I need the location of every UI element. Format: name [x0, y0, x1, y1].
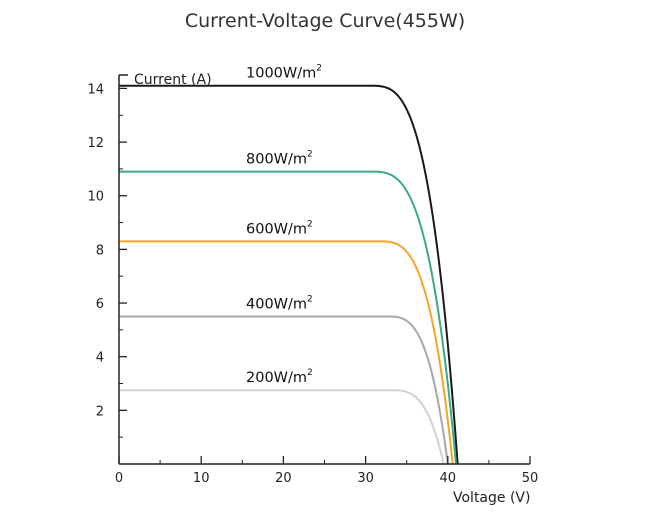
y-tick-label: 2: [96, 404, 104, 419]
series-label: 200W/m2: [246, 368, 313, 386]
x-tick-label: 50: [522, 471, 539, 486]
x-tick-label: 40: [440, 471, 457, 486]
x-tick-label: 30: [357, 471, 374, 486]
series-line: [119, 84, 459, 465]
series-curves: [119, 84, 459, 465]
series-label-text: 1000W/m: [246, 66, 316, 82]
series-label-text: 400W/m: [246, 296, 307, 312]
x-tick-label: 20: [275, 471, 292, 486]
y-axis-label: Current (A): [134, 72, 212, 88]
series-label-text: 600W/m: [246, 221, 307, 237]
y-tick-label: 8: [96, 243, 104, 258]
series-line: [119, 170, 458, 465]
y-tick-label: 4: [96, 351, 104, 366]
x-tick-label: 0: [115, 471, 123, 486]
series-label-superscript: 2: [316, 64, 322, 74]
series-label-superscript: 2: [307, 219, 313, 229]
axes: [118, 74, 530, 465]
x-tick-label: 10: [193, 471, 210, 486]
x-axis-label: Voltage (V): [453, 490, 530, 506]
series-line: [119, 240, 454, 465]
series-label: 400W/m2: [246, 294, 313, 312]
series-label: 1000W/m2: [246, 64, 322, 82]
series-label-text: 200W/m: [246, 370, 307, 386]
chart-title: Current-Voltage Curve(455W): [184, 10, 466, 32]
series-label: 600W/m2: [246, 219, 313, 237]
y-tick-label: 10: [87, 190, 104, 205]
series-label: 800W/m2: [246, 150, 313, 168]
y-tick-label: 6: [96, 297, 104, 312]
series-line: [119, 315, 449, 465]
y-tick-label: 14: [87, 82, 104, 97]
series-line: [119, 389, 445, 465]
series-label-superscript: 2: [307, 150, 313, 160]
axis-ticks: 0 10 20 30 40 50 2 4 6 8 10 12 14: [87, 82, 538, 486]
series-label-superscript: 2: [307, 368, 313, 378]
series-label-text: 800W/m: [246, 152, 307, 168]
y-tick-label: 12: [87, 136, 104, 151]
series-label-superscript: 2: [307, 294, 313, 304]
